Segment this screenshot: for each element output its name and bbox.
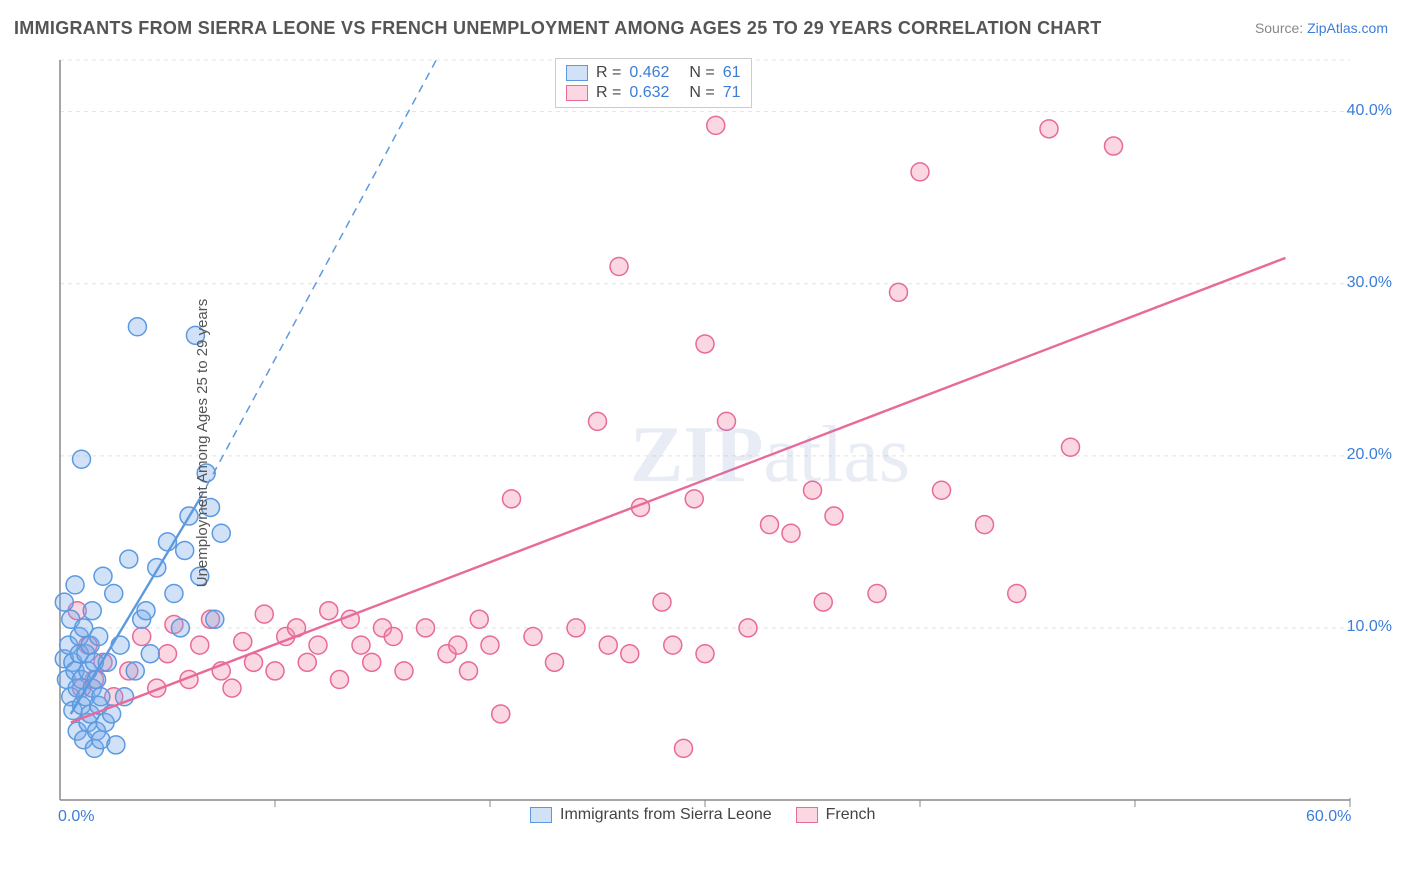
bottom-legend-label: French <box>826 806 876 824</box>
x-tick-label: 60.0% <box>1306 808 1351 826</box>
legend-swatch-french <box>566 85 588 101</box>
bottom-legend-item-french: French <box>796 806 876 824</box>
legend-n-value: 61 <box>723 64 741 82</box>
legend-r-value: 0.462 <box>629 64 669 82</box>
legend-r-label: R = <box>596 84 621 102</box>
legend-swatch-sierra <box>566 65 588 81</box>
source-attribution: Source: ZipAtlas.com <box>1255 20 1388 36</box>
y-axis-label: Unemployment Among Ages 25 to 29 years <box>194 298 211 587</box>
bottom-legend-item-sierra: Immigrants from Sierra Leone <box>530 806 772 824</box>
correlation-legend: R = 0.462 N = 61 R = 0.632 N = 71 <box>555 58 752 108</box>
legend-row-french: R = 0.632 N = 71 <box>566 83 741 103</box>
legend-row-sierra: R = 0.462 N = 61 <box>566 63 741 83</box>
legend-n-label: N = <box>689 64 714 82</box>
legend-swatch-french-bottom <box>796 807 818 823</box>
y-tick-label: 20.0% <box>1347 446 1392 464</box>
legend-swatch-sierra-bottom <box>530 807 552 823</box>
source-prefix: Source: <box>1255 20 1307 36</box>
y-tick-label: 10.0% <box>1347 618 1392 636</box>
scatter-chart-svg <box>50 55 1390 830</box>
chart-title: IMMIGRANTS FROM SIERRA LEONE VS FRENCH U… <box>14 18 1102 39</box>
bottom-legend-label: Immigrants from Sierra Leone <box>560 806 772 824</box>
series-legend: Immigrants from Sierra Leone French <box>530 806 875 824</box>
plot-area: Unemployment Among Ages 25 to 29 years Z… <box>50 55 1390 830</box>
legend-n-value: 71 <box>723 84 741 102</box>
legend-r-label: R = <box>596 64 621 82</box>
legend-n-label: N = <box>689 84 714 102</box>
source-link[interactable]: ZipAtlas.com <box>1307 20 1388 36</box>
x-tick-label: 0.0% <box>58 808 94 826</box>
y-tick-label: 30.0% <box>1347 274 1392 292</box>
legend-r-value: 0.632 <box>629 84 669 102</box>
y-tick-label: 40.0% <box>1347 102 1392 120</box>
